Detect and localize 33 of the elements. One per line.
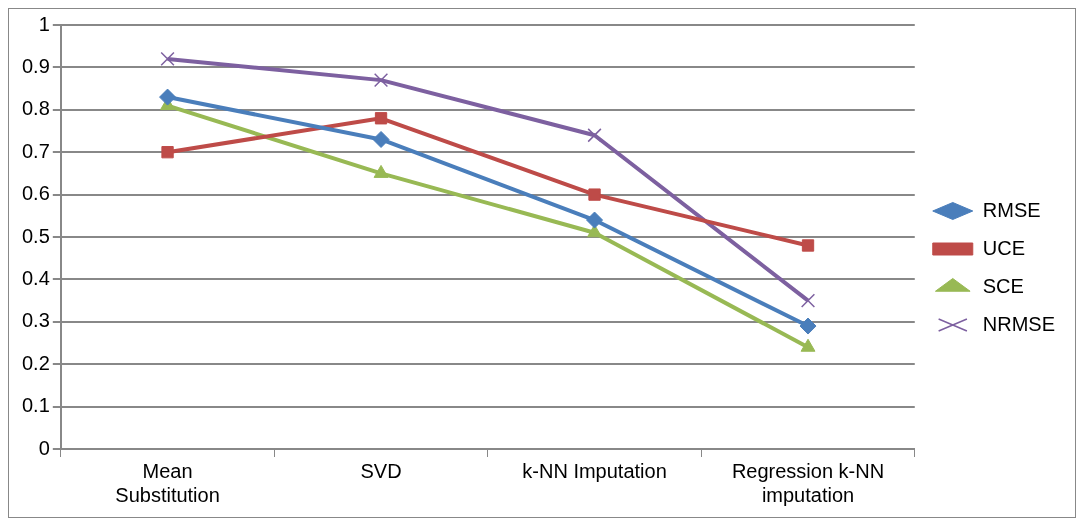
point: [586, 211, 604, 229]
y-tick-label: 0.6: [21, 182, 50, 205]
point: [373, 73, 389, 88]
x-tick-label: Mean Substitution: [115, 459, 220, 506]
legend-label: RMSE: [982, 198, 1041, 221]
point: [160, 51, 175, 67]
y-tick-label: 0.1: [21, 394, 50, 417]
x-tick-label: Regression k-NN imputation: [731, 459, 885, 506]
y-tick-label: 0.7: [21, 139, 50, 162]
legend-label: NRMSE: [982, 312, 1056, 335]
point: [372, 130, 390, 148]
point: [161, 146, 174, 159]
point: [799, 317, 817, 335]
x-tick-label: SVD: [360, 459, 402, 482]
y-tick-label: 0.3: [21, 309, 50, 332]
y-tick-label: 0.4: [21, 266, 50, 289]
point: [800, 293, 816, 308]
point: [374, 112, 388, 125]
point: [801, 239, 815, 252]
y-tick-label: 0.8: [21, 97, 50, 120]
y-tick-label: 0.9: [21, 54, 50, 77]
legend-label: SCE: [982, 274, 1024, 297]
legend-label: UCE: [982, 236, 1026, 259]
y-tick-label: 1: [38, 12, 50, 35]
point: [588, 188, 601, 201]
point: [800, 338, 816, 352]
y-tick-label: 0.2: [21, 351, 50, 374]
y-tick-label: 0.5: [21, 224, 50, 247]
point: [159, 88, 177, 106]
x-tick-label: k-NN Imputation: [522, 459, 667, 482]
y-tick-label: 0: [38, 436, 50, 459]
point: [587, 224, 602, 238]
point: [587, 128, 602, 143]
